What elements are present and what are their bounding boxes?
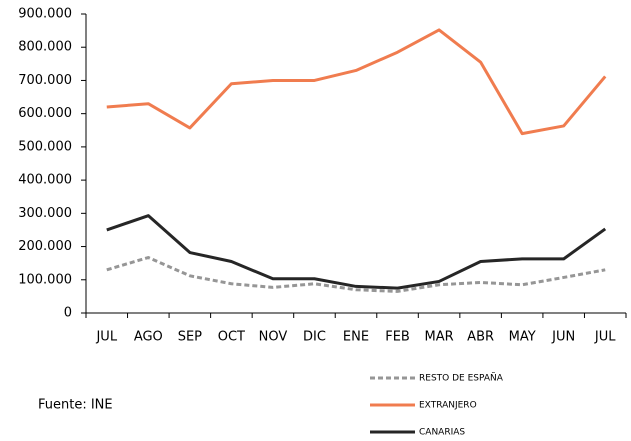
x-tick-label: OCT xyxy=(218,330,245,345)
y-tick-label: 200.000 xyxy=(18,239,72,254)
x-tick-label: DIC xyxy=(303,330,326,345)
x-tick-label: JUL xyxy=(594,330,616,345)
legend-label: RESTO DE ESPAÑA xyxy=(419,373,504,384)
x-tick-label: NOV xyxy=(259,330,288,345)
series-line xyxy=(106,214,607,290)
y-tick-label: 800.000 xyxy=(18,40,72,55)
y-tick-label: 500.000 xyxy=(18,139,72,154)
y-tick-label: 600.000 xyxy=(18,106,72,121)
series-line xyxy=(106,256,606,293)
x-tick-label: AGO xyxy=(134,330,163,345)
x-tick-label: JUL xyxy=(95,330,117,345)
series-line xyxy=(106,28,607,136)
y-tick-label: 700.000 xyxy=(18,73,72,88)
y-tick-label: 300.000 xyxy=(18,206,72,221)
x-tick-label: ENE xyxy=(343,330,369,345)
y-tick-label: 0 xyxy=(64,306,72,321)
source-note: Fuente: INE xyxy=(38,398,113,413)
legend-label: EXTRANJERO xyxy=(419,401,477,411)
y-tick-label: 400.000 xyxy=(18,173,72,188)
y-tick-label: 100.000 xyxy=(18,272,72,287)
x-tick-label: JUN xyxy=(551,330,575,345)
x-tick-label: FEB xyxy=(385,330,410,345)
x-tick-label: ABR xyxy=(467,330,494,345)
legend-label: CANARIAS xyxy=(419,428,465,438)
x-tick-label: SEP xyxy=(178,330,202,345)
x-tick-label: MAY xyxy=(509,330,536,345)
x-tick-label: MAR xyxy=(424,330,453,345)
y-tick-label: 900.000 xyxy=(18,7,72,22)
